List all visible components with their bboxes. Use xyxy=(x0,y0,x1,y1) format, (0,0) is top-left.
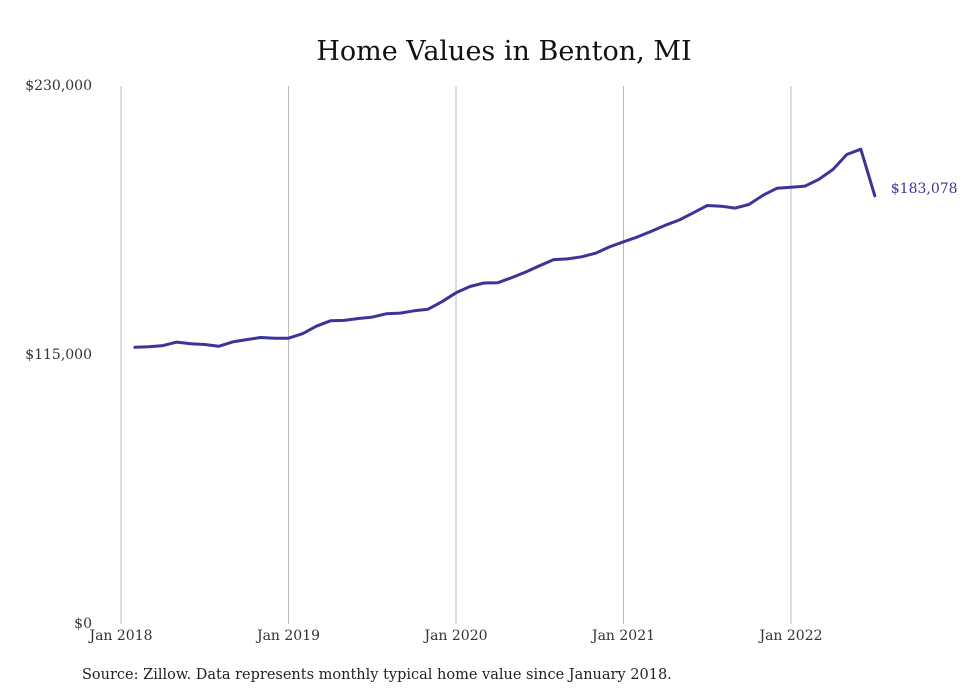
x-tick-label: Jan 2022 xyxy=(757,628,822,644)
x-tick-label: Jan 2021 xyxy=(590,628,655,644)
line-chart: Home Values in Benton, MI $230,000 $115,0… xyxy=(25,36,958,644)
y-tick-label: $0 xyxy=(74,616,92,632)
x-tick-label: Jan 2018 xyxy=(87,628,152,644)
source-note: Source: Zillow. Data represents monthly … xyxy=(82,667,672,683)
gridlines xyxy=(120,86,792,624)
series-line xyxy=(133,147,877,349)
x-tick-label: Jan 2019 xyxy=(255,628,320,644)
y-tick-label: $115,000 xyxy=(25,347,92,363)
x-axis-ticks: Jan 2018 Jan 2019 Jan 2020 Jan 2021 Jan 2022 xyxy=(87,628,822,644)
end-value-label: $183,078 xyxy=(891,181,958,197)
chart-title: Home Values in Benton, MI xyxy=(316,36,691,67)
y-tick-label: $230,000 xyxy=(25,78,92,94)
y-axis-ticks: $230,000 $115,000 $0 xyxy=(25,78,92,632)
x-tick-label: Jan 2020 xyxy=(422,628,487,644)
